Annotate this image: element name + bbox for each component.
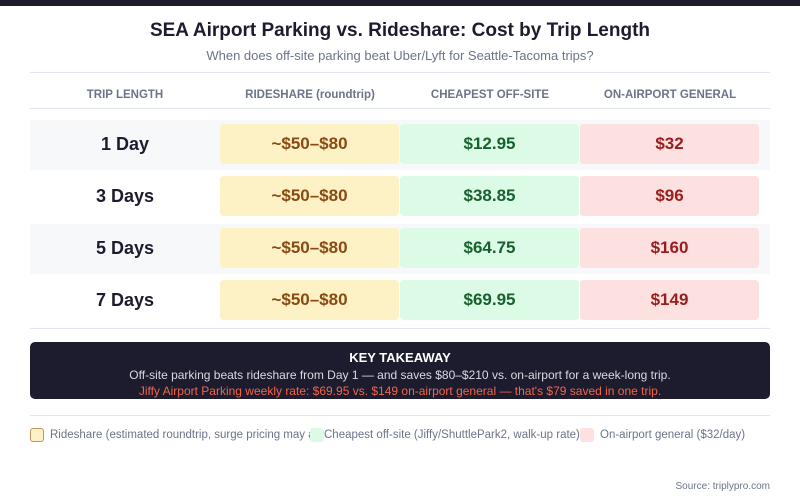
onairport-cost-cell: $149	[580, 280, 759, 320]
rideshare-cost-cell: ~$50–$80	[220, 280, 399, 320]
takeaway-heading: KEY TAKEAWAY	[349, 350, 451, 365]
onairport-cost-cell: $160	[580, 228, 759, 268]
offsite-cost-cell: $64.75	[400, 228, 579, 268]
legend-swatch-rideshare	[30, 428, 44, 442]
divider	[30, 328, 770, 329]
offsite-cost-cell: $38.85	[400, 176, 579, 216]
onairport-cost-cell: $32	[580, 124, 759, 164]
table-row: 5 Days ~$50–$80 $64.75 $160	[30, 224, 770, 274]
takeaway-line-2: Jiffy Airport Parking weekly rate: $69.9…	[138, 384, 662, 398]
header-rideshare: RIDESHARE (roundtrip)	[245, 89, 375, 101]
trip-length-cell: 5 Days	[95, 238, 155, 258]
takeaway-line-1: Off-site parking beats rideshare from Da…	[129, 368, 671, 382]
divider	[30, 415, 770, 416]
legend-label-offsite: Cheapest off-site (Jiffy/ShuttlePark2, w…	[324, 429, 580, 441]
divider	[30, 108, 770, 109]
table-row: 1 Day ~$50–$80 $12.95 $32	[30, 120, 770, 170]
legend-label-onairport: On-airport general ($32/day)	[600, 429, 746, 441]
trip-length-cell: 3 Days	[95, 186, 155, 206]
legend-label-rideshare: Rideshare (estimated roundtrip, surge pr…	[50, 429, 310, 441]
rideshare-cost-cell: ~$50–$80	[220, 228, 399, 268]
source-note: Source: triplypro.com	[675, 481, 770, 492]
trip-length-cell: 1 Day	[100, 134, 150, 154]
legend-swatch-onairport	[580, 428, 594, 442]
chart-subtitle: When does off-site parking beat Uber/Lyf…	[206, 48, 594, 63]
header-onairport: ON-AIRPORT GENERAL	[603, 89, 737, 101]
rideshare-cost-cell: ~$50–$80	[220, 124, 399, 164]
onairport-cost-cell: $96	[580, 176, 759, 216]
rideshare-cost-cell: ~$50–$80	[220, 176, 399, 216]
divider	[30, 72, 770, 73]
legend-swatch-offsite	[310, 428, 324, 442]
chart-title: SEA Airport Parking vs. Rideshare: Cost …	[149, 20, 651, 41]
offsite-cost-cell: $69.95	[400, 280, 579, 320]
top-bar	[0, 0, 800, 6]
offsite-cost-cell: $12.95	[400, 124, 579, 164]
trip-length-cell: 7 Days	[95, 290, 155, 310]
header-offsite: CHEAPEST OFF-SITE	[430, 89, 550, 101]
key-takeaway-box: KEY TAKEAWAY Off-site parking beats ride…	[30, 342, 770, 399]
table-row: 7 Days ~$50–$80 $69.95 $149	[30, 276, 770, 326]
header-trip-length: TRIP LENGTH	[86, 89, 164, 101]
table-row: 3 Days ~$50–$80 $38.85 $96	[30, 172, 770, 222]
